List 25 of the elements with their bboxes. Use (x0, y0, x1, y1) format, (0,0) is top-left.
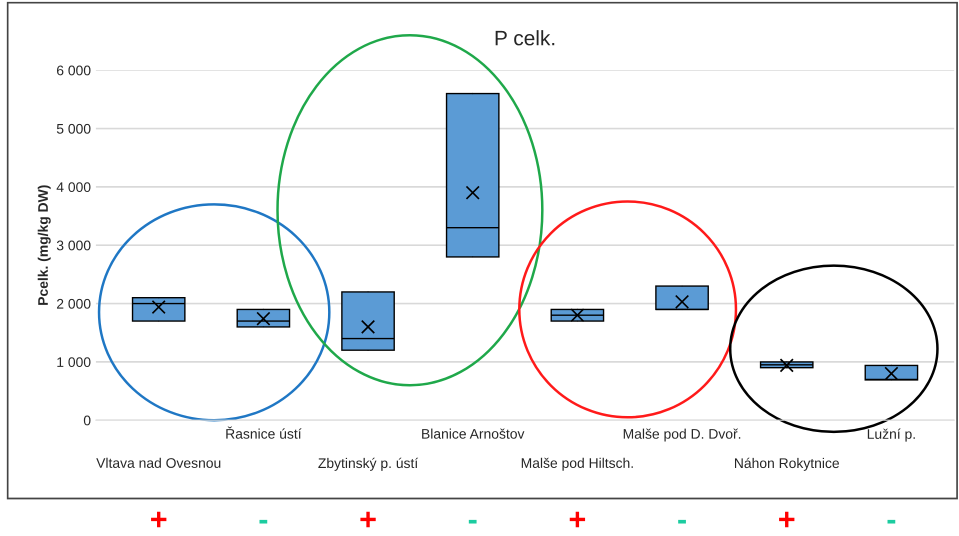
y-tick-label: 2 000 (56, 298, 90, 309)
text: - (678, 520, 686, 524)
x-tick-label: Lužní p. (868, 428, 915, 442)
y-tick-label: 5 000 (56, 124, 90, 134)
text: - (888, 520, 896, 524)
text: + (151, 512, 166, 528)
text: + (360, 512, 376, 528)
text: - (468, 520, 477, 524)
text: + (779, 512, 794, 528)
chart-title: P celk. (496, 30, 554, 46)
x-tick-label: Zbytinský p. ústí (318, 458, 418, 471)
x-tick-label: Blanice Arnoštov (422, 428, 524, 439)
x-tick-label: Řasnice ústí (226, 426, 302, 439)
y-tick-label: 0 (84, 416, 90, 426)
y-axis-title: Pcelk. (mg/kg DW) (38, 185, 51, 305)
text: + (570, 512, 586, 528)
y-tick-label: 1 000 (57, 357, 90, 368)
x-tick-label: Malše pod D. Dvoř. (624, 428, 740, 442)
x-tick-label: Vltava nad Ovesnou (96, 458, 220, 468)
x-tick-label: Náhon Rokytnice (734, 458, 839, 471)
y-tick-label: 3 000 (56, 240, 90, 250)
y-tick-label: 4 000 (56, 182, 90, 192)
text: - (259, 520, 268, 524)
y-tick-label: 6 000 (56, 66, 90, 76)
x-tick-label: Malše pod Hiltsch. (522, 458, 633, 471)
